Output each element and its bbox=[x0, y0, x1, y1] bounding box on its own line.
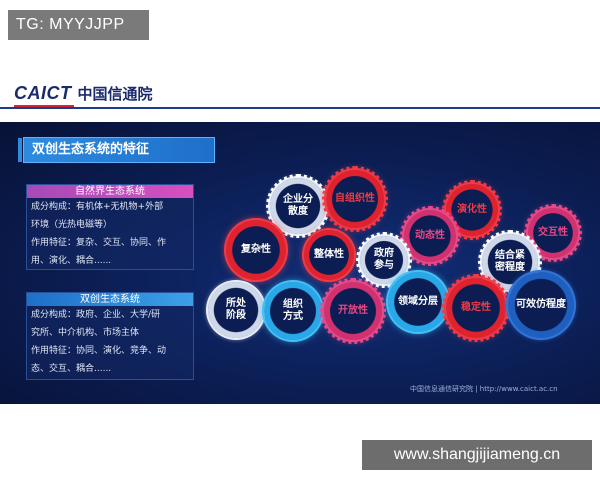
box-line: 用、演化、耦合...... bbox=[31, 256, 112, 266]
feature-gear: 开放性 bbox=[320, 278, 386, 344]
gear-label: 可效仿程度 bbox=[516, 299, 566, 310]
feature-gear: 可效仿程度 bbox=[508, 272, 574, 338]
gear-label: 开放性 bbox=[338, 305, 368, 316]
feature-gear: 稳定性 bbox=[442, 274, 510, 342]
gear-label: 交互性 bbox=[538, 227, 568, 238]
feature-gear: 所处 阶段 bbox=[208, 282, 264, 338]
watermark-top: TG: MYYJJPP bbox=[8, 10, 149, 40]
box-heading: 双创生态系统 bbox=[27, 293, 193, 306]
feature-gear: 复杂性 bbox=[226, 220, 286, 280]
gear-label: 领域分层 bbox=[398, 296, 438, 307]
feature-gear: 交互性 bbox=[524, 204, 582, 262]
gear-label: 结合紧 密程度 bbox=[495, 250, 525, 273]
gear-label: 复杂性 bbox=[241, 244, 271, 255]
feature-gear: 领域分层 bbox=[388, 272, 448, 332]
header-divider bbox=[0, 107, 600, 109]
box-line: 成分构成：政府、企业、大学/研 bbox=[31, 310, 161, 320]
gear-label: 动态性 bbox=[415, 230, 445, 241]
gear-label: 组织 方式 bbox=[283, 299, 303, 322]
box-line: 环境（光热电磁等） bbox=[31, 220, 113, 230]
feature-gear: 整体性 bbox=[304, 230, 354, 280]
feature-gear: 组织 方式 bbox=[264, 282, 322, 340]
watermark-bottom: www.shangjijiameng.cn bbox=[362, 440, 592, 470]
slide-title: 双创生态系统的特征 bbox=[18, 138, 214, 162]
gear-label: 政府 参与 bbox=[374, 248, 394, 271]
natural-ecosystem-box: 自然界生态系统 成分构成：有机体+无机物+外部 环境（光热电磁等） 作用特征：复… bbox=[26, 184, 194, 270]
innovation-ecosystem-box: 双创生态系统 成分构成：政府、企业、大学/研 究所、中介机构、市场主体 作用特征… bbox=[26, 292, 194, 380]
logo-en: CAICT bbox=[14, 83, 74, 107]
feature-gear: 政府 参与 bbox=[356, 232, 412, 288]
box-line: 究所、中介机构、市场主体 bbox=[31, 328, 140, 338]
gear-label: 企业分 散度 bbox=[283, 194, 313, 217]
feature-gear: 自组织性 bbox=[322, 166, 388, 232]
gear-label: 稳定性 bbox=[461, 302, 491, 313]
gear-label: 所处 阶段 bbox=[226, 298, 246, 321]
box-line: 成分构成：有机体+无机物+外部 bbox=[31, 202, 164, 212]
gear-label: 自组织性 bbox=[335, 193, 375, 204]
box-line: 态、交互、耦合...... bbox=[31, 364, 112, 374]
box-heading: 自然界生态系统 bbox=[27, 185, 193, 198]
caict-logo: CAICT 中国信通院 bbox=[14, 82, 153, 107]
gear-label: 演化性 bbox=[457, 204, 487, 215]
feature-gear: 动态性 bbox=[400, 206, 460, 266]
logo-cn: 中国信通院 bbox=[77, 84, 153, 103]
feature-gear: 企业分 散度 bbox=[266, 174, 330, 238]
box-line: 作用特征：协同、演化、竞争、动 bbox=[31, 346, 167, 356]
box-line: 作用特征：复杂、交互、协同、作 bbox=[31, 238, 167, 248]
slide-footer: 中国信息通信研究院 | http://www.caict.ac.cn bbox=[410, 385, 558, 393]
gear-label: 整体性 bbox=[314, 249, 344, 260]
slide-panel: 双创生态系统的特征 自然界生态系统 成分构成：有机体+无机物+外部 环境（光热电… bbox=[0, 122, 600, 404]
